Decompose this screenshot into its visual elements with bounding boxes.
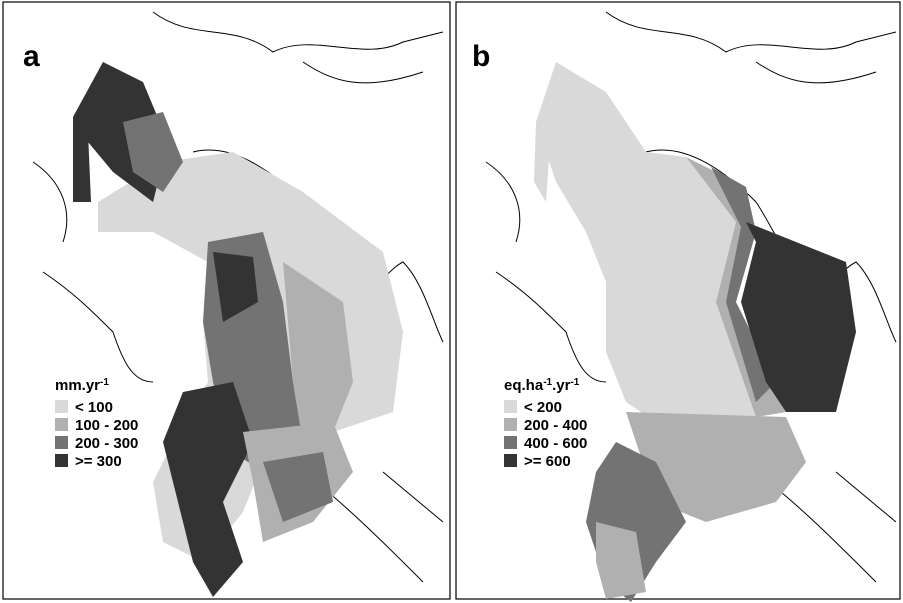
- legend-label: 200 - 400: [524, 417, 587, 434]
- legend-label: 200 - 300: [75, 435, 138, 452]
- legend-swatch: [504, 400, 517, 413]
- legend-label: < 100: [75, 399, 113, 416]
- unit-text: mm.yr: [55, 377, 100, 394]
- legend-swatch: [504, 436, 517, 449]
- legend-title: mm.yr-1: [55, 377, 109, 395]
- region: [283, 262, 353, 442]
- panel-label: b: [472, 40, 490, 73]
- panel-label: a: [23, 40, 40, 73]
- legend-swatch: [504, 418, 517, 431]
- region: [534, 122, 551, 202]
- region: [536, 62, 786, 422]
- unit-text: .yr: [552, 377, 571, 394]
- region: [163, 382, 253, 597]
- region: [123, 112, 183, 192]
- region: [596, 522, 646, 599]
- legend-title: eq.ha-1.yr-1: [504, 377, 580, 395]
- legend-swatch: [55, 454, 68, 467]
- legend-label: >= 300: [75, 453, 122, 470]
- legend-label: < 200: [524, 399, 562, 416]
- unit-text: eq.ha: [504, 377, 544, 394]
- legend-label: 100 - 200: [75, 417, 138, 434]
- legend-swatch: [55, 418, 68, 431]
- superscript: -1: [570, 377, 579, 388]
- superscript: -1: [543, 377, 552, 388]
- legend-label: >= 600: [524, 453, 571, 470]
- legend-label: 400 - 600: [524, 435, 587, 452]
- legend-swatch: [504, 454, 517, 467]
- legend-swatch: [55, 436, 68, 449]
- region: [263, 452, 333, 522]
- region: [741, 222, 856, 412]
- legend-swatch: [55, 400, 68, 413]
- region: [73, 117, 91, 202]
- region: [213, 252, 258, 322]
- superscript: -1: [100, 377, 109, 388]
